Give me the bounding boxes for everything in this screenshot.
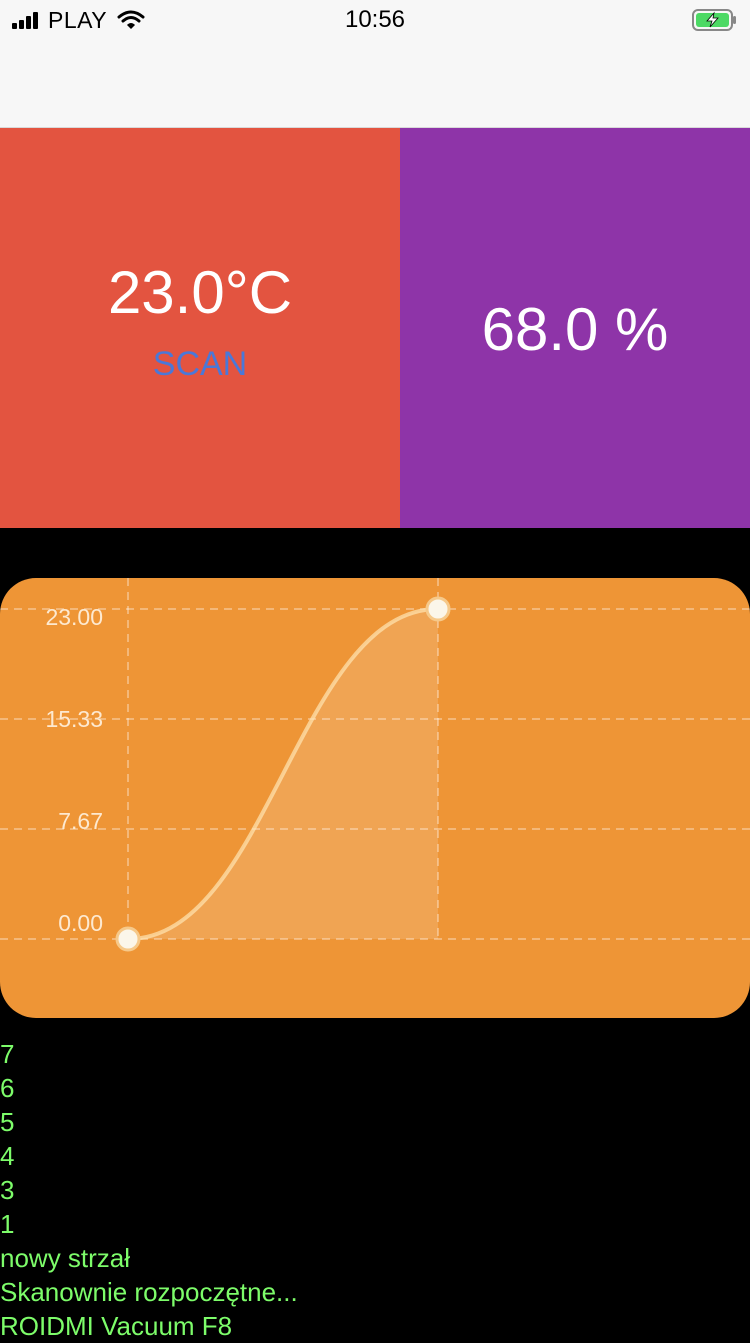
log-line: nowy strzał (0, 1243, 131, 1273)
log-line: 1 (0, 1209, 15, 1239)
y-tick-label: 0.00 (58, 910, 103, 936)
wifi-icon (117, 10, 145, 29)
scan-button[interactable]: SCAN (152, 345, 248, 383)
y-tick-label: 7.67 (58, 808, 103, 834)
log-line: Skanownie rozpoczętne... (0, 1277, 298, 1307)
temperature-chart: 0.00 7.67 15.33 23.00 (0, 578, 750, 1018)
y-tick-label: 23.00 (45, 604, 103, 630)
status-time: 10:56 (344, 6, 406, 33)
navigation-bar (0, 40, 750, 128)
battery-charging-icon (692, 9, 736, 31)
log-line: 6 (0, 1073, 15, 1103)
chart-point (115, 926, 141, 952)
chart-svg: 0.00 7.67 15.33 23.00 (0, 578, 750, 952)
log-line: ROIDMI Vacuum F8 (0, 1311, 233, 1341)
status-bar: PLAY 10:56 (0, 0, 750, 40)
log-line: 4 (0, 1141, 15, 1171)
chart-point (425, 596, 451, 622)
temperature-value: 23.0°C (107, 259, 293, 326)
humidity-value: 68.0 % (481, 296, 669, 363)
log-line: 3 (0, 1175, 15, 1205)
status-left: PLAY (12, 6, 145, 34)
log-line: 5 (0, 1107, 15, 1137)
log-output: 7 6 5 4 3 1 nowy strzał Skanownie rozpoczętne..… (0, 1037, 750, 1343)
chart-series-line (127, 607, 439, 941)
y-tick-label: 15.33 (45, 706, 103, 732)
log-line: 7 (0, 1039, 15, 1069)
temperature-tile: 23.0°C SCAN (0, 128, 400, 528)
humidity-tile: 68.0 % (400, 128, 750, 528)
carrier-label: PLAY (48, 6, 108, 33)
signal-icon (12, 11, 40, 29)
